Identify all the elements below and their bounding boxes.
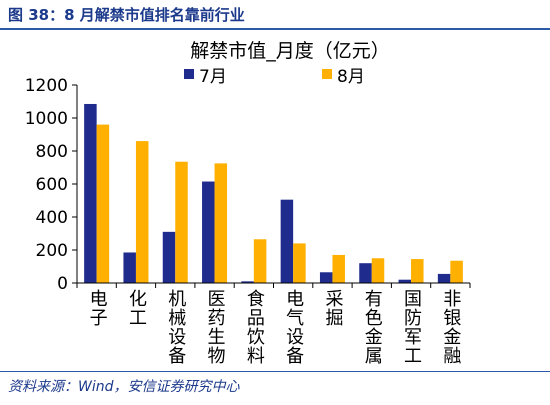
header-divider — [0, 28, 550, 30]
category-label-10: 非银金融 — [440, 289, 462, 365]
y-tick-label: 600 — [36, 175, 68, 195]
category-label-4: 医药生物 — [204, 289, 226, 365]
category-label-2: 化工 — [125, 289, 147, 327]
bar-series-group — [84, 103, 463, 283]
y-tick-label: 200 — [36, 241, 68, 261]
category-label-3: 机械设备 — [165, 289, 187, 365]
bar-series-2-category-1 — [96, 124, 110, 283]
bar-series-2-category-7 — [332, 254, 345, 283]
bar-series-1-category-3 — [162, 231, 176, 283]
bar-series-1-category-10 — [437, 273, 451, 283]
legend: 7月 8月 — [184, 67, 365, 87]
bar-series-1-category-4 — [202, 181, 215, 283]
y-tick-label: 1000 — [25, 109, 68, 129]
category-label-1: 电子 — [86, 289, 108, 327]
category-label-9: 国防军工 — [401, 289, 423, 365]
bar-series-2-category-3 — [175, 161, 188, 283]
bar-series-1-category-1 — [84, 103, 97, 283]
category-label-8: 有色金属 — [361, 289, 383, 365]
bar-series-1-category-8 — [359, 263, 372, 283]
category-label-7: 采掘 — [322, 289, 344, 327]
figure-title: 图 38：8 月解禁市值排名靠前行业 — [8, 6, 245, 24]
y-tick-label: 0 — [57, 274, 68, 294]
bar-series-2-category-5 — [253, 239, 267, 283]
legend-label-august: 8月 — [337, 67, 365, 87]
bar-series-2-category-2 — [135, 141, 149, 283]
source-note: 资料来源：Wind，安信证券研究中心 — [8, 379, 240, 395]
bar-series-1-category-9 — [398, 279, 412, 283]
bar-series-1-category-7 — [319, 272, 333, 283]
chart-title: 解禁市值_月度（亿元） — [190, 40, 390, 62]
category-label-5: 食品饮料 — [243, 289, 265, 365]
category-label-6: 电气设备 — [283, 289, 305, 365]
y-tick-label: 400 — [36, 208, 68, 228]
bar-series-2-category-8 — [371, 258, 385, 283]
legend-label-july: 7月 — [199, 67, 227, 87]
bar-series-2-category-4 — [214, 163, 228, 283]
bar-series-2-category-9 — [411, 259, 424, 283]
bar-series-1-category-6 — [280, 199, 294, 283]
x-axis-ticks — [76, 283, 471, 288]
y-tick-label: 800 — [36, 142, 68, 162]
bar-series-1-category-2 — [123, 252, 136, 283]
legend-swatch-july — [184, 69, 194, 79]
legend-swatch-august — [322, 69, 332, 79]
footer-divider — [0, 371, 550, 372]
bar-series-2-category-6 — [293, 243, 306, 283]
y-axis-ticks: 0 200 400 600 800 1000 1200 — [25, 76, 77, 294]
y-tick-label: 1200 — [25, 76, 68, 96]
bar-series-1-category-5 — [241, 281, 254, 283]
bar-series-2-category-10 — [450, 260, 463, 283]
